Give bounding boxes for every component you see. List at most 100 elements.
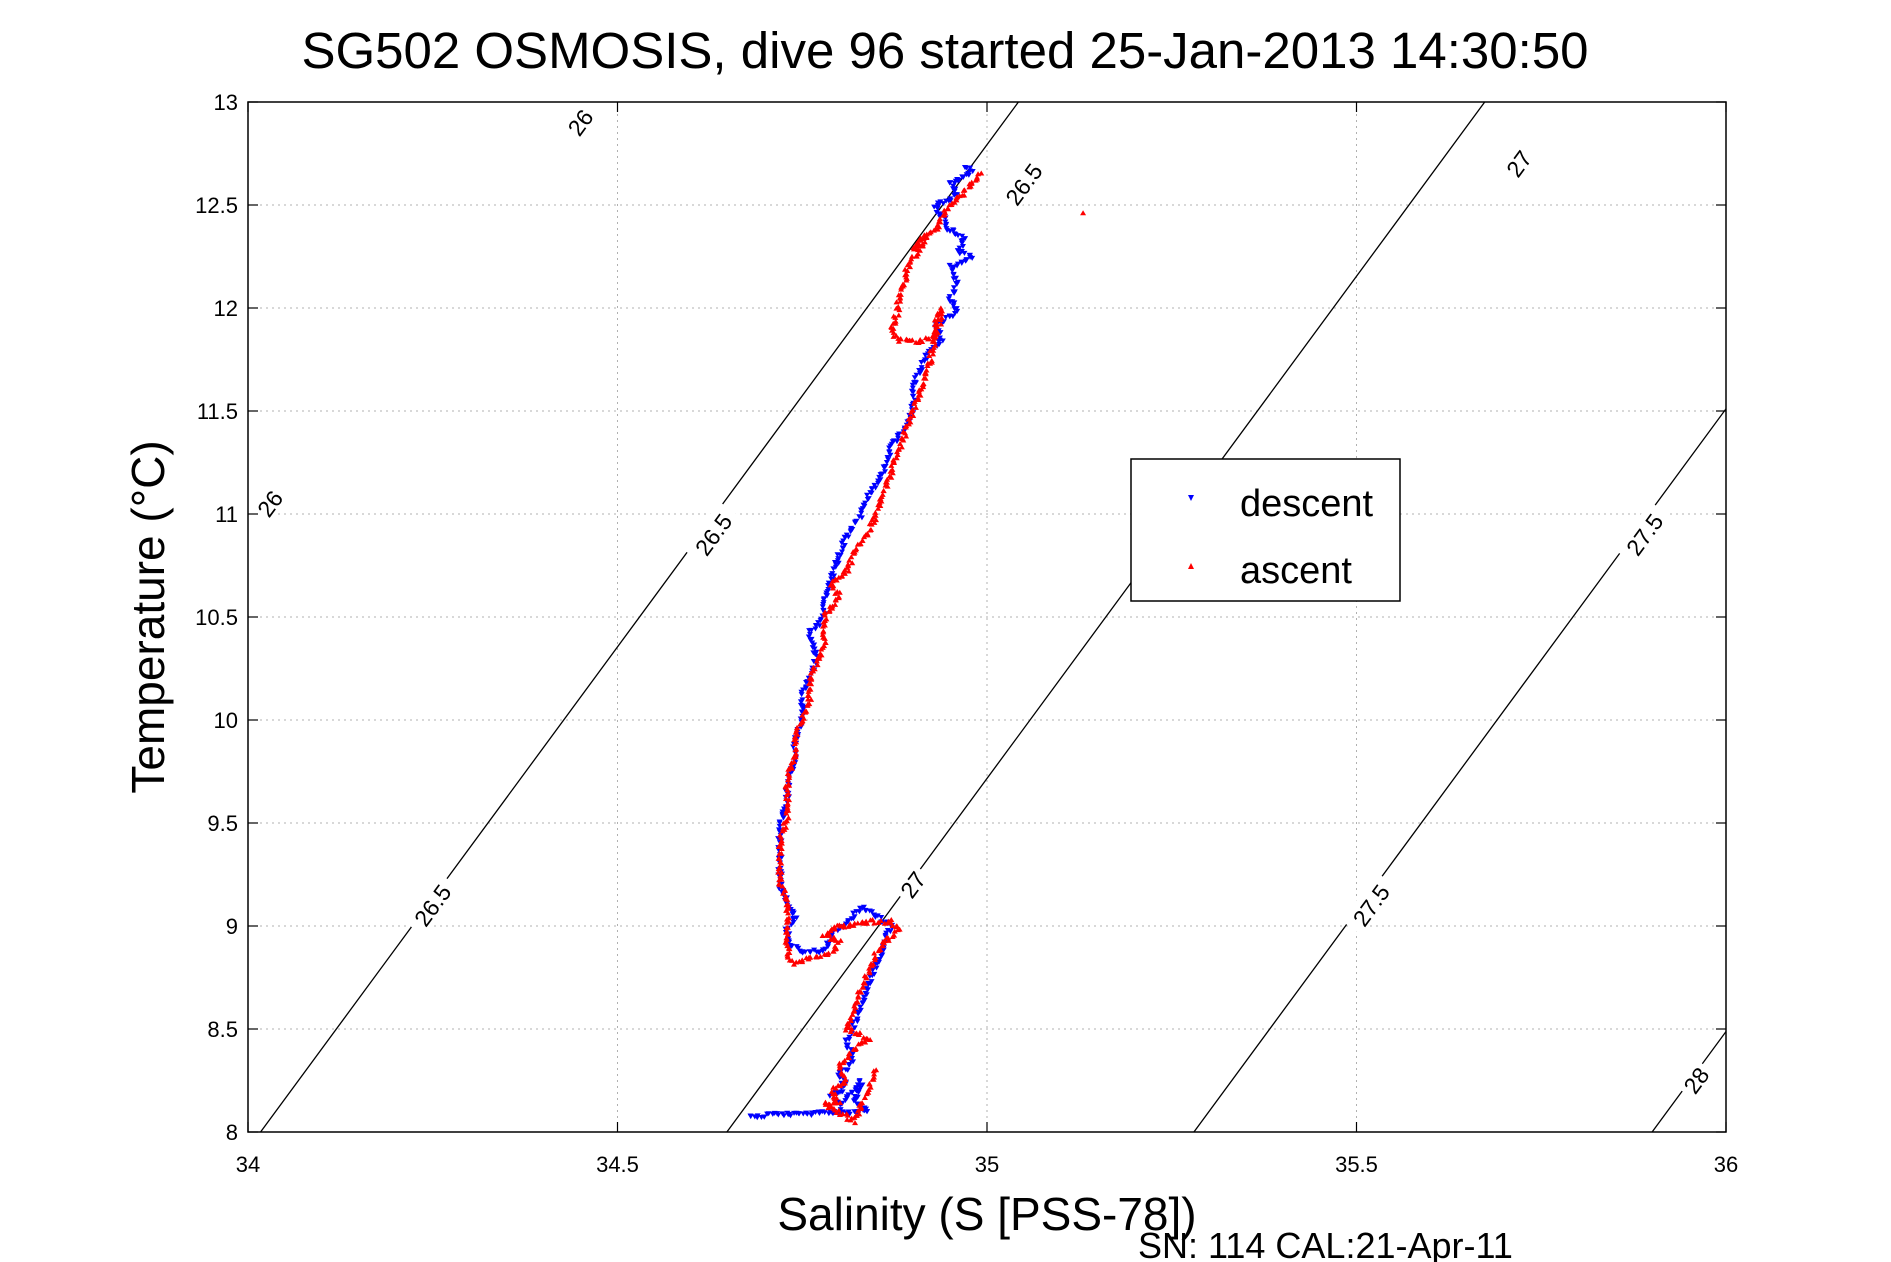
data-point-descent	[856, 514, 863, 520]
data-point-ascent	[849, 560, 856, 566]
data-point-ascent	[920, 235, 927, 241]
data-point-ascent	[778, 860, 785, 866]
data-point-ascent	[783, 792, 790, 798]
data-point-ascent	[776, 877, 783, 883]
data-point-ascent	[783, 940, 790, 946]
data-point-ascent	[944, 205, 951, 211]
data-point-descent	[866, 974, 873, 980]
data-point-descent	[950, 272, 957, 278]
y-tick-label: 10.5	[195, 605, 238, 630]
data-point-descent	[842, 1037, 849, 1043]
y-tick-label: 9	[226, 914, 238, 939]
data-point-ascent	[927, 348, 934, 354]
data-point-ascent	[779, 828, 786, 834]
data-point-descent	[951, 192, 958, 198]
data-point-ascent	[877, 918, 884, 924]
data-point-ascent	[784, 804, 791, 810]
data-point-ascent	[972, 177, 979, 183]
data-point-ascent	[820, 628, 827, 634]
data-point-ascent	[924, 362, 931, 368]
data-point-ascent	[807, 670, 814, 676]
data-point-ascent	[837, 937, 844, 943]
data-point-ascent	[829, 578, 836, 584]
data-point-descent	[843, 1042, 850, 1048]
data-point-ascent	[912, 404, 919, 410]
data-point-descent	[852, 520, 859, 526]
data-point-ascent	[919, 242, 926, 248]
data-point-descent	[946, 228, 953, 234]
data-point-descent	[819, 604, 826, 610]
data-point-descent	[825, 1111, 832, 1117]
data-point-descent	[800, 1111, 807, 1117]
data-point-ascent	[855, 1041, 862, 1047]
data-point-ascent	[938, 307, 945, 313]
data-point-descent	[950, 276, 957, 282]
data-point-descent	[931, 204, 938, 210]
data-point-ascent	[859, 1100, 866, 1106]
x-tick-label: 36	[1714, 1152, 1738, 1177]
data-point-descent	[950, 183, 957, 189]
data-point-ascent	[890, 320, 897, 326]
legend: descent ascent	[1130, 458, 1401, 602]
data-point-descent	[840, 546, 847, 552]
data-point-descent	[869, 486, 876, 492]
data-point-ascent	[784, 802, 791, 808]
data-point-descent	[797, 716, 804, 722]
data-point-ascent	[871, 950, 878, 956]
data-point-ascent	[833, 1095, 840, 1101]
data-point-descent	[812, 626, 819, 632]
data-point-ascent	[975, 171, 982, 177]
data-point-ascent	[885, 937, 892, 943]
data-point-descent	[909, 382, 916, 388]
data-point-ascent	[846, 557, 853, 563]
data-point-ascent	[836, 589, 843, 595]
data-point-ascent	[850, 550, 857, 556]
data-point-ascent	[776, 843, 783, 849]
data-point-ascent	[836, 1065, 843, 1071]
data-point-ascent	[825, 930, 832, 936]
data-point-descent	[780, 815, 787, 821]
data-point-descent	[784, 1110, 791, 1116]
data-point-descent	[776, 819, 783, 825]
data-point-ascent	[909, 337, 916, 343]
data-point-descent	[797, 702, 804, 708]
data-point-ascent	[903, 274, 910, 280]
data-point-descent	[798, 709, 805, 715]
data-point-ascent	[861, 534, 868, 540]
data-point-ascent	[837, 1100, 844, 1106]
data-point-descent	[847, 527, 854, 533]
x-tick-label: 35	[975, 1152, 999, 1177]
data-point-ascent	[814, 662, 821, 668]
data-point-descent	[959, 233, 966, 239]
data-point-ascent	[802, 709, 809, 715]
data-point-ascent	[819, 623, 826, 629]
data-point-descent	[850, 910, 857, 916]
data-point-ascent	[926, 360, 933, 366]
data-point-ascent	[847, 1017, 854, 1023]
data-point-ascent	[905, 421, 912, 427]
data-point-ascent	[931, 339, 938, 345]
data-point-ascent	[888, 474, 895, 480]
data-point-ascent	[930, 351, 937, 357]
data-point-ascent	[856, 1111, 863, 1117]
data-point-descent	[950, 228, 957, 234]
data-point-descent	[751, 1114, 758, 1120]
data-point-ascent	[903, 433, 910, 439]
data-point-descent	[831, 559, 838, 565]
data-point-descent	[862, 907, 869, 913]
data-point-ascent	[916, 247, 923, 253]
data-point-ascent	[907, 409, 914, 415]
data-point-ascent	[937, 317, 944, 323]
data-point-ascent	[832, 597, 839, 603]
y-tick-label: 13	[214, 90, 238, 115]
data-point-ascent	[875, 505, 882, 511]
data-point-descent	[764, 1111, 771, 1117]
data-point-descent	[876, 956, 883, 962]
data-point-ascent	[833, 577, 840, 583]
y-tick-label: 11.5	[197, 399, 238, 424]
y-axis-label: Temperature (°C)	[122, 440, 174, 793]
x-tick-label: 34.5	[596, 1152, 639, 1177]
data-point-ascent	[842, 1076, 849, 1082]
data-point-descent	[933, 210, 940, 216]
